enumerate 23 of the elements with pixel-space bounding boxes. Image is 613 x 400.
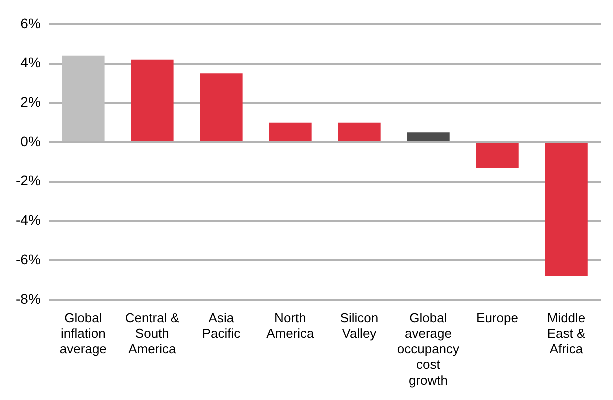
x-tick-label: Global inflation average <box>60 310 107 357</box>
bar <box>407 132 450 142</box>
bar <box>269 122 312 142</box>
x-tick-label: Silicon Valley <box>340 310 379 341</box>
x-tick-label: Central & South America <box>125 310 180 357</box>
x-tick-label: North America <box>266 310 316 341</box>
y-tick-label: 2% <box>20 94 41 110</box>
y-tick-label: -8% <box>16 290 41 307</box>
bar <box>545 144 588 276</box>
y-tick-label: -2% <box>16 172 41 189</box>
bar <box>131 60 174 142</box>
y-tick-label: 4% <box>20 54 41 71</box>
x-tick-label: Asia Pacific <box>202 310 242 341</box>
bar <box>338 122 381 142</box>
y-tick-label: 6% <box>20 15 41 32</box>
x-tick-label: Europe <box>476 310 518 326</box>
x-tick-label: Global average occupancy cost growth <box>397 310 460 388</box>
bar <box>476 144 519 168</box>
y-tick-label: -4% <box>16 212 41 228</box>
y-tick-label: -6% <box>16 251 41 268</box>
x-tick-label: Middle East & Africa <box>547 310 586 357</box>
bar <box>200 74 243 142</box>
y-tick-label: 0% <box>20 133 41 150</box>
